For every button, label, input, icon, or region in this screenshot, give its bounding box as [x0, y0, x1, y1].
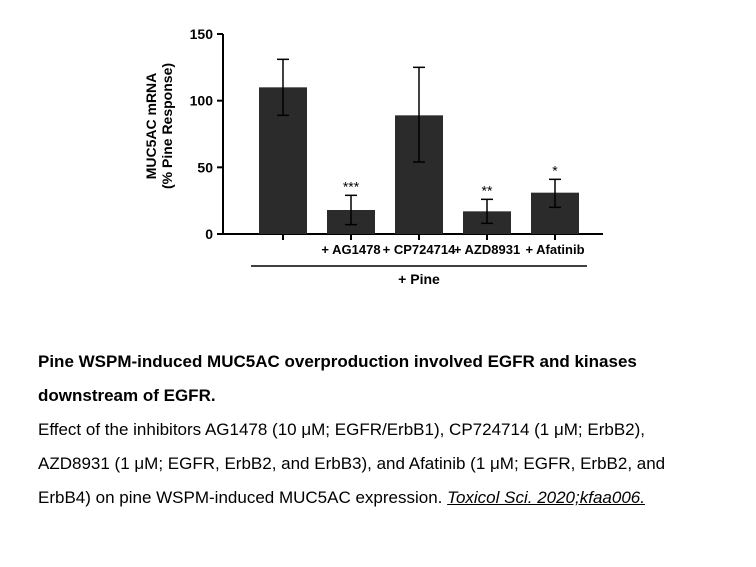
svg-text:**: ** — [482, 182, 493, 198]
figure-caption: Pine WSPM-induced MUC5AC overproduction … — [38, 345, 718, 515]
svg-text:+ Pine: + Pine — [398, 271, 440, 287]
svg-text:+ Afatinib: + Afatinib — [525, 242, 584, 257]
svg-text:*: * — [552, 162, 558, 178]
svg-text:+ AZD8931: + AZD8931 — [454, 242, 520, 257]
svg-text:0: 0 — [205, 226, 213, 242]
svg-text:+ CP724714: + CP724714 — [383, 242, 456, 257]
svg-text:(% Pine Response): (% Pine Response) — [159, 63, 175, 189]
caption-title: Pine WSPM-induced MUC5AC overproduction … — [38, 352, 637, 405]
svg-text:+ AG1478: + AG1478 — [321, 242, 380, 257]
svg-text:50: 50 — [197, 159, 213, 175]
svg-text:MUC5AC mRNA: MUC5AC mRNA — [143, 73, 159, 180]
caption-citation: Toxicol Sci. 2020;kfaa006. — [447, 488, 645, 507]
svg-text:150: 150 — [190, 26, 214, 42]
svg-text:***: *** — [343, 178, 360, 194]
svg-text:100: 100 — [190, 93, 214, 109]
chart-svg: 050100150MUC5AC mRNA(% Pine Response)***… — [128, 20, 628, 320]
bar-chart: 050100150MUC5AC mRNA(% Pine Response)***… — [128, 20, 628, 325]
